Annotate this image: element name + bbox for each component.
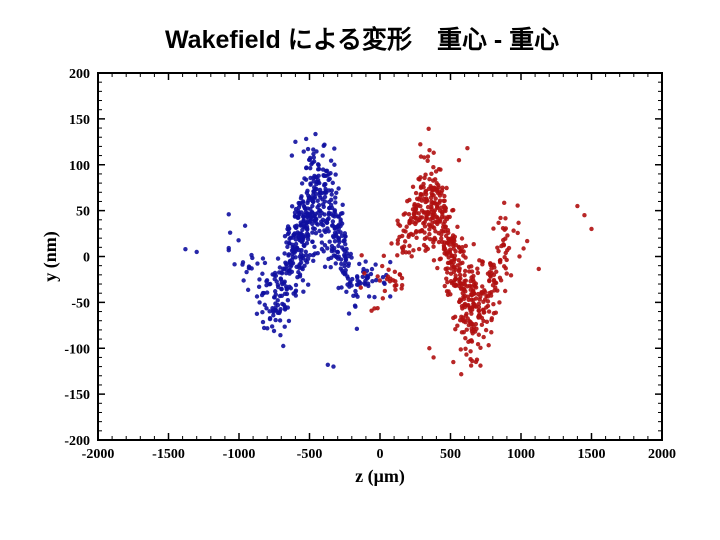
svg-text:-50: -50 bbox=[71, 296, 90, 311]
blue-cluster bbox=[183, 132, 392, 369]
svg-text:-1500: -1500 bbox=[152, 447, 185, 462]
svg-text:0: 0 bbox=[377, 447, 384, 462]
svg-text:1000: 1000 bbox=[507, 447, 535, 462]
scatter-chart: -2000-1500-1000-5000500100015002000-200-… bbox=[40, 55, 680, 495]
svg-text:-500: -500 bbox=[297, 447, 323, 462]
svg-text:-150: -150 bbox=[64, 388, 90, 403]
svg-text:500: 500 bbox=[440, 447, 461, 462]
svg-text:50: 50 bbox=[76, 205, 90, 220]
red-cluster bbox=[359, 127, 594, 377]
svg-text:z (μm): z (μm) bbox=[355, 466, 405, 487]
svg-text:150: 150 bbox=[69, 113, 90, 128]
svg-text:0: 0 bbox=[83, 251, 90, 266]
svg-text:y (nm): y (nm) bbox=[40, 231, 61, 282]
chart-svg: -2000-1500-1000-5000500100015002000-200-… bbox=[40, 55, 680, 495]
svg-text:100: 100 bbox=[69, 159, 90, 174]
svg-text:2000: 2000 bbox=[648, 447, 676, 462]
svg-text:-100: -100 bbox=[64, 342, 90, 357]
svg-text:-2000: -2000 bbox=[82, 447, 115, 462]
svg-text:-200: -200 bbox=[64, 434, 90, 449]
svg-text:1500: 1500 bbox=[578, 447, 606, 462]
page-title: Wakefield による変形 重心 - 重心 bbox=[165, 20, 559, 56]
svg-text:-1000: -1000 bbox=[223, 447, 256, 462]
svg-text:200: 200 bbox=[69, 67, 90, 82]
